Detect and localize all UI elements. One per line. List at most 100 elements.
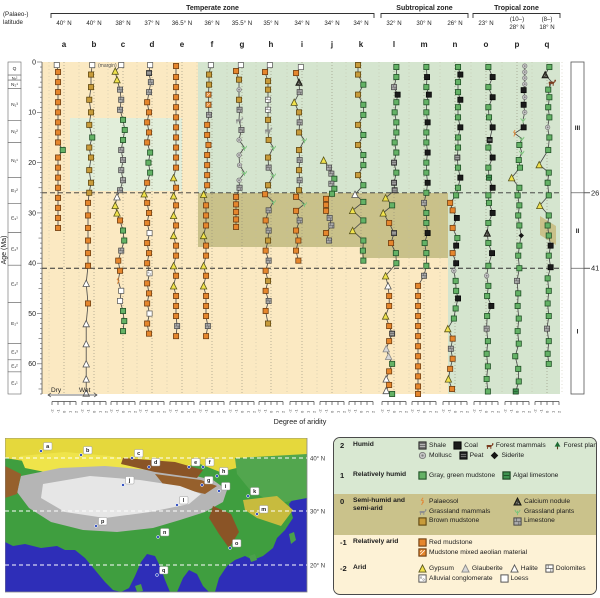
marker-or [388,240,395,247]
legend-item-calcium-nodule: Calcium nodule [513,497,570,507]
legend-category-name: Semi-humid and semi-arid [353,497,406,512]
epoch-label: N₂¹ [11,82,18,88]
mini-scale-tick-label: 1 [551,410,556,413]
pt-icon [513,507,522,516]
map-latitude-label: 30° N [310,509,325,515]
column-trace-d [140,62,154,337]
marker-gr [329,190,336,197]
marker-bk [453,215,460,221]
latitude-label: 40° N [86,20,101,27]
marker-or [449,250,456,257]
marker-gr [391,109,398,116]
phase-label-II: II [576,228,580,235]
map-terrain [135,584,143,592]
marker-gr [544,179,551,186]
marker-gr [512,353,519,360]
marker-gr [485,64,492,71]
trace-line [143,64,152,334]
column-letter-h: h [269,40,274,49]
zone-bracket [472,13,561,18]
legend-items: Gray, green mudstone Algal limestone [418,471,592,494]
marker-bk [489,250,495,257]
site-tag [221,482,231,491]
marker-or [55,129,62,136]
map-site-q: q [155,566,169,577]
mini-scale-tick-label: -1 [416,409,421,413]
marker-or [144,260,151,267]
legend-item-siderite: Siderite [490,451,524,461]
marker-or [115,257,122,264]
marker-or [173,292,180,299]
marker-gr [423,129,430,136]
marker-bk [424,74,430,80]
palaeo-latitude-label: (Palaeo-) [3,11,28,18]
marker-or [144,280,151,287]
marker-gr [514,192,521,199]
marker-gr [423,189,430,196]
legend-item-label: Palaeosol [429,498,459,505]
column-trace-q [535,64,557,367]
marker-bk [455,295,461,302]
latitude-label: 26° N [447,20,462,27]
legend-item-glauberite: Glauberite [461,564,503,574]
marker-or [203,302,210,309]
marker-mo [451,268,457,274]
mini-scale-tick-label: 0 [269,410,274,413]
marker-or [415,302,422,309]
mini-scale-tick-label: -2 [347,409,352,413]
mini-scale-tick-label: -2 [50,409,55,413]
marker-gy [296,157,303,164]
map-terrain [5,466,21,498]
marker-or [203,242,210,249]
marker-sh [391,187,398,194]
legend-item-label: Halite [520,565,538,572]
marker-gr [120,116,127,123]
marker-or [447,365,454,372]
legend-item-coal: Coal [453,441,478,451]
marker-mo [522,63,528,69]
mini-scale-tick-label: -2 [410,409,415,413]
marker-gr [455,164,462,171]
marker-gy [117,187,124,194]
site-tag-letter: e [194,460,197,466]
marker-gr [515,212,522,219]
legend-value: 2 [340,441,345,450]
legend-item-peat: Peat [459,451,483,461]
ae-icon [418,548,427,557]
epoch-label: E₂² [11,282,18,288]
legend-item-label: Coal [464,442,478,449]
mini-scale-tick-label: 1 [246,410,251,413]
mini-aridity-scale [51,401,77,405]
legend-items: Red mudstone Mudstone mixed aeolian mater… [418,538,592,561]
marker-gr [546,64,553,71]
marker-gr [545,232,552,239]
marker-bk [489,184,496,191]
marker-wh [117,297,124,304]
site-tag-letter: p [101,519,105,525]
marker-gy [146,89,153,96]
marker-gr [486,199,493,206]
marker-gr [483,350,490,357]
legend-item-grassland-plants: Grassland plants [513,507,574,517]
marker-gy [238,126,245,133]
marker-or [173,333,180,340]
marker-mo [522,81,528,87]
marker-br [86,167,93,174]
marker-gr [544,222,551,229]
legend-item-alluvial-conglomerate: Alluvial conglomerate [418,574,493,584]
marker-gr [455,64,462,71]
marker-gy [447,345,454,352]
marker-gr [485,164,492,171]
marker-gr [360,131,367,138]
marker-gr [455,144,462,151]
marker-or [415,323,422,330]
marker-br [296,187,303,194]
marker-gr [393,64,400,71]
mini-scale-tick-label: -1 [324,409,329,413]
latitude-label: 36° N [204,20,219,27]
mini-scale-tick-label: 0 [515,410,520,413]
marker-br [355,91,362,98]
marker-or [146,129,153,136]
marker-or [293,247,300,254]
marker-or [173,144,180,151]
